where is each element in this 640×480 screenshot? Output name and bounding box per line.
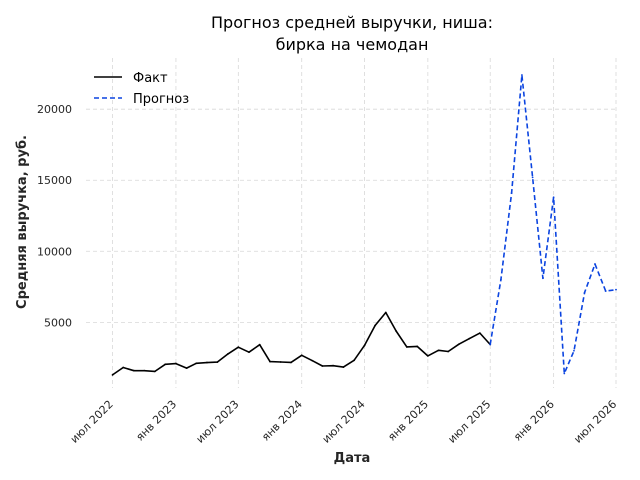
data-point (269, 360, 271, 363)
data-point (185, 367, 188, 370)
data-point (500, 278, 502, 281)
data-point (363, 344, 366, 347)
data-point (332, 364, 334, 367)
data-point (552, 196, 555, 199)
data-point (563, 372, 566, 375)
data-point (594, 263, 596, 265)
data-point (583, 291, 586, 294)
data-point (437, 349, 440, 352)
data-point (216, 361, 219, 364)
x-axis-label: Дата (334, 451, 371, 466)
x-tick-label: янв 2025 (385, 398, 431, 444)
data-point (122, 366, 125, 369)
legend-label-forecast: Прогноз (133, 92, 189, 107)
data-point (111, 374, 114, 376)
legend-label-fact: Факт (133, 71, 168, 86)
data-point (279, 361, 282, 363)
data-point (457, 343, 460, 346)
y-tick-label: 10000 (37, 245, 72, 258)
data-point (164, 363, 167, 366)
data-point (258, 343, 261, 346)
y-tick-label: 15000 (37, 174, 72, 187)
data-point (395, 330, 398, 332)
data-point (237, 346, 240, 349)
data-point (478, 332, 481, 335)
data-point (206, 361, 208, 364)
data-point (426, 354, 429, 357)
chart-title-line-1: Прогноз средней выручки, ниша: (211, 13, 493, 32)
grid (86, 58, 617, 388)
data-point (521, 74, 523, 76)
data-point (374, 324, 377, 327)
x-axis-ticks: июл 2022 янв 2023 июл 2023 янв 2024 июл 2024… (68, 398, 620, 446)
data-point (615, 288, 617, 291)
x-tick-label: июл 2026 (571, 398, 619, 446)
x-tick-label: июл 2023 (194, 398, 242, 446)
data-point (248, 351, 250, 354)
x-tick-label: янв 2026 (511, 398, 557, 444)
data-point (489, 343, 492, 346)
y-axis-ticks: 5000 10000 15000 20000 (37, 103, 72, 329)
data-point (290, 361, 292, 364)
data-point (321, 365, 324, 367)
data-point (604, 290, 607, 292)
x-tick-label: июл 2025 (445, 398, 493, 446)
x-tick-label: июл 2024 (320, 398, 368, 446)
x-tick-label: июл 2022 (68, 398, 116, 446)
data-point (542, 277, 544, 280)
data-point (300, 354, 303, 357)
series-line-forecast (489, 74, 617, 375)
series-line-fact (112, 311, 491, 376)
x-tick-label: янв 2024 (259, 398, 305, 444)
data-point (447, 350, 450, 353)
legend: Факт Прогноз (94, 71, 189, 107)
data-point (416, 345, 419, 348)
x-tick-label: янв 2023 (133, 398, 179, 444)
data-point (175, 362, 177, 365)
data-point (132, 369, 135, 372)
data-point (405, 346, 408, 348)
data-point (311, 359, 314, 362)
y-tick-label: 20000 (37, 103, 72, 116)
data-point (143, 369, 146, 372)
data-point (531, 176, 534, 179)
data-point (195, 362, 198, 365)
chart-title-line-2: бирка на чемодан (276, 35, 429, 54)
data-point (154, 370, 156, 373)
data-point (573, 349, 575, 352)
data-point (353, 359, 356, 362)
data-point (468, 337, 471, 340)
data-point (342, 366, 345, 369)
data-point (510, 192, 513, 194)
y-axis-label: Средняя выручка, руб. (15, 135, 30, 309)
plot-area (111, 74, 617, 376)
data-point (384, 311, 387, 314)
data-point (227, 352, 229, 355)
y-tick-label: 5000 (44, 316, 72, 329)
